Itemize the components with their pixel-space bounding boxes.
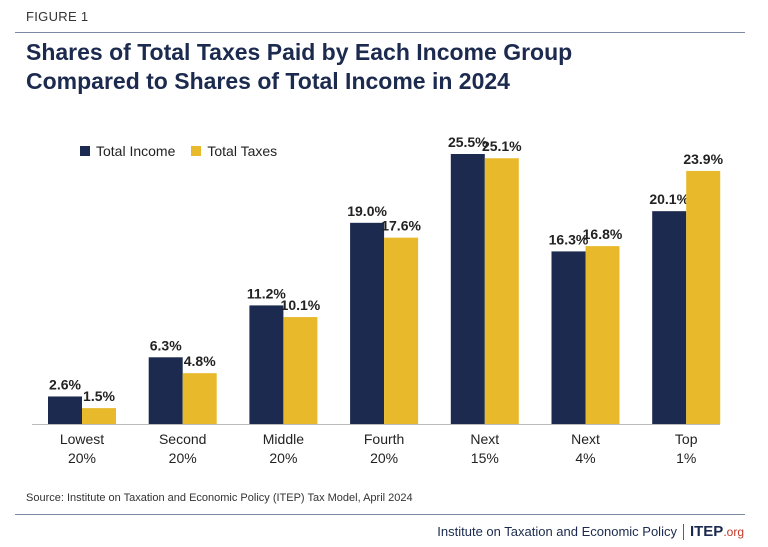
legend-label-income: Total Income xyxy=(96,143,176,159)
chart-title: Shares of Total Taxes Paid by Each Incom… xyxy=(26,39,573,94)
org-name: Institute on Taxation and Economic Polic… xyxy=(437,524,677,539)
data-label: 6.3% xyxy=(150,337,182,353)
x-tick-label: Next xyxy=(571,431,600,447)
x-tick-label: Fourth xyxy=(364,431,404,447)
data-label: 25.1% xyxy=(482,138,522,154)
legend: Total Income Total Taxes xyxy=(80,143,277,159)
x-tick-label: 20% xyxy=(68,450,96,466)
data-label: 23.9% xyxy=(683,151,723,167)
data-label: 4.8% xyxy=(184,353,216,369)
x-tick-label: Top xyxy=(675,431,698,447)
data-label: 2.6% xyxy=(49,376,81,392)
bar-taxes xyxy=(384,237,419,424)
bottom-divider xyxy=(15,514,745,515)
bar-taxes xyxy=(585,246,620,424)
bar-income xyxy=(249,305,284,424)
data-label: 16.8% xyxy=(583,226,623,242)
data-label: 1.5% xyxy=(83,388,115,404)
source-note: Source: Institute on Taxation and Econom… xyxy=(26,492,413,504)
data-label: 11.2% xyxy=(247,285,286,301)
data-label: 17.6% xyxy=(381,218,421,234)
figure-label: FIGURE 1 xyxy=(26,9,89,24)
bar-income xyxy=(551,251,586,424)
legend-swatch-taxes xyxy=(191,146,202,156)
legend-label-taxes: Total Taxes xyxy=(207,143,278,159)
footer-separator xyxy=(682,523,684,540)
bar-taxes xyxy=(82,408,116,424)
data-label: 20.1% xyxy=(649,191,689,207)
data-label: 25.5% xyxy=(448,134,488,150)
itep-logo: ITEP.org xyxy=(689,523,744,540)
legend-swatch-income xyxy=(80,146,90,156)
bar-taxes xyxy=(182,373,217,424)
data-label: 10.1% xyxy=(281,297,321,313)
top-divider xyxy=(15,32,745,33)
x-tick-label: Middle xyxy=(263,431,304,447)
x-tick-label: 15% xyxy=(471,450,499,466)
x-tick-label: Next xyxy=(470,431,499,447)
footer-branding: Institute on Taxation and Economic Polic… xyxy=(437,523,744,540)
bar-income xyxy=(48,396,82,424)
data-label: 19.0% xyxy=(347,203,387,219)
x-tick-label: 20% xyxy=(269,450,297,466)
bar-taxes xyxy=(283,317,318,424)
x-tick-label: 4% xyxy=(575,450,595,466)
x-tick-label: Lowest xyxy=(60,431,104,447)
data-label: 16.3% xyxy=(549,231,589,247)
bar-income xyxy=(652,211,687,424)
bar-taxes xyxy=(484,158,519,424)
x-tick-label: 20% xyxy=(370,450,398,466)
bar-income xyxy=(350,222,385,424)
x-tick-label: Second xyxy=(159,431,206,447)
bar-income xyxy=(148,357,183,424)
x-tick-label: 1% xyxy=(676,450,696,466)
bar-income xyxy=(450,154,485,424)
bar-taxes xyxy=(686,170,721,424)
x-tick-label: 20% xyxy=(169,450,197,466)
